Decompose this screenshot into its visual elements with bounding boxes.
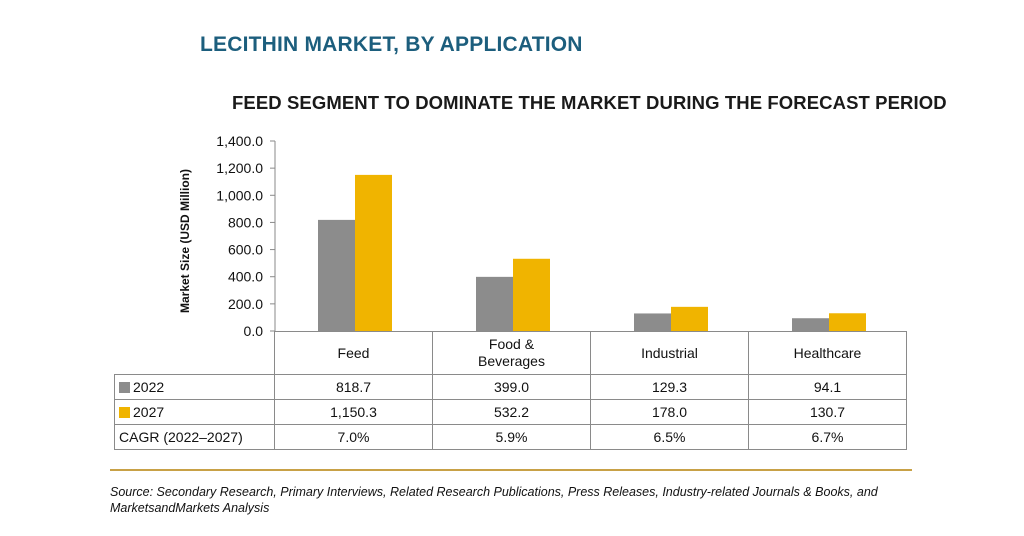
table-row-cagr: CAGR (2022–2027) 7.0% 5.9% 6.5% 6.7% <box>114 424 907 450</box>
cell-cagr-healthcare: 6.7% <box>748 424 907 450</box>
legend-2027: 2027 <box>114 399 275 425</box>
y-tick-label: 400.0 <box>228 269 263 285</box>
cell-2022-industrial: 129.3 <box>590 374 749 400</box>
y-tick-label: 200.0 <box>228 296 263 312</box>
bar-2027-food-beverages <box>513 258 550 331</box>
cell-2022-food-beverages: 399.0 <box>432 374 591 400</box>
table-row-2027: 2027 1,150.3 532.2 178.0 130.7 <box>114 399 907 425</box>
y-tick-label: 800.0 <box>228 214 263 230</box>
bar-chart: 0.0200.0400.0600.0800.01,000.01,200.01,4… <box>216 133 866 339</box>
y-tick-label: 1,000.0 <box>216 187 263 203</box>
bar-2022-industrial <box>634 313 671 331</box>
cell-2027-industrial: 178.0 <box>590 399 749 425</box>
cell-cagr-industrial: 6.5% <box>590 424 749 450</box>
cell-cagr-food-beverages: 5.9% <box>432 424 591 450</box>
chart-title: LECITHIN MARKET, BY APPLICATION <box>200 33 583 56</box>
bar-2022-food-beverages <box>476 276 513 331</box>
legend-2022: 2022 <box>114 374 275 400</box>
category-food-beverages: Food & Beverages <box>432 331 591 375</box>
cell-2022-feed: 818.7 <box>274 374 433 400</box>
chart-subtitle: FEED SEGMENT TO DOMINATE THE MARKET DURI… <box>232 92 947 113</box>
cagr-label: CAGR (2022–2027) <box>114 424 275 450</box>
cell-2027-food-beverages: 532.2 <box>432 399 591 425</box>
source-note: Source: Secondary Research, Primary Inte… <box>110 485 878 515</box>
data-table: Feed Food & Beverages Industrial Healthca… <box>114 331 907 450</box>
cell-cagr-feed: 7.0% <box>274 424 433 450</box>
legend-swatch-2027 <box>119 407 130 418</box>
table-row-2022: 2022 818.7 399.0 129.3 94.1 <box>114 374 907 400</box>
y-tick-label: 600.0 <box>228 242 263 258</box>
divider-line <box>110 469 912 471</box>
bar-2022-healthcare <box>792 318 829 331</box>
table-header-row: Feed Food & Beverages Industrial Healthca… <box>114 331 907 375</box>
bar-2027-healthcare <box>829 313 866 331</box>
cell-2027-healthcare: 130.7 <box>748 399 907 425</box>
legend-swatch-2022 <box>119 382 130 393</box>
bar-2027-industrial <box>671 306 708 331</box>
y-tick-label: 1,200.0 <box>216 160 263 176</box>
bar-2022-feed <box>318 219 355 331</box>
category-feed: Feed <box>274 331 433 375</box>
cell-2027-feed: 1,150.3 <box>274 399 433 425</box>
category-healthcare: Healthcare <box>748 331 907 375</box>
y-tick-label: 1,400.0 <box>216 133 263 149</box>
cell-2022-healthcare: 94.1 <box>748 374 907 400</box>
category-industrial: Industrial <box>590 331 749 375</box>
table-corner <box>114 331 275 375</box>
bar-2027-feed <box>355 174 392 331</box>
